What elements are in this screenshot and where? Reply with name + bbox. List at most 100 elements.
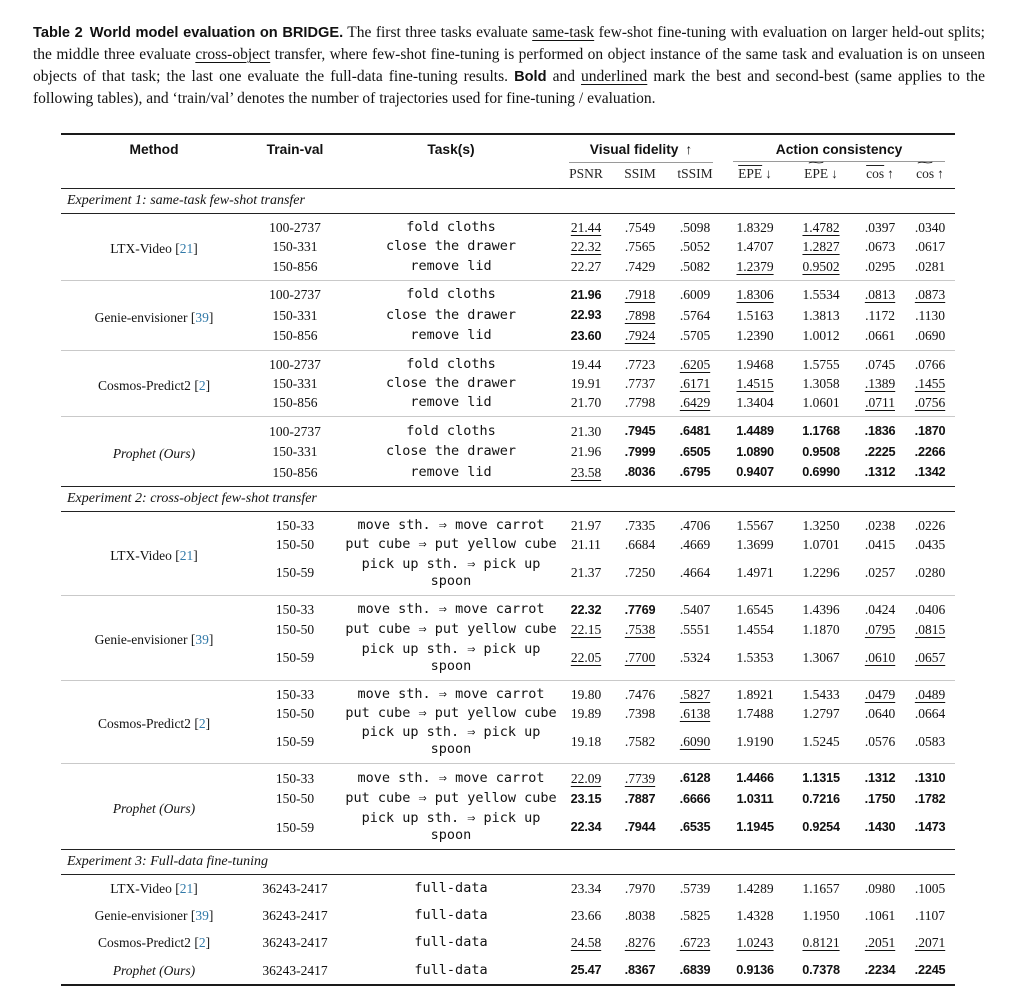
metric-value: .5082 <box>679 258 711 274</box>
cell-cos-tilde: .0226 <box>905 512 955 536</box>
up-arrow-icon: ↑ <box>887 166 894 181</box>
metric-value: 1.1768 <box>802 424 840 439</box>
citation-link[interactable]: 2 <box>198 935 206 950</box>
cell-tssim: .6429 <box>667 393 723 417</box>
cell-tssim: .5324 <box>667 639 723 680</box>
cell-tssim: .6128 <box>667 763 724 789</box>
metric-value: .6666 <box>679 791 711 806</box>
method-name: Cosmos-Predict2 <box>97 935 191 950</box>
metric-value: 23.15 <box>570 791 602 806</box>
metric-value: .1430 <box>864 820 896 834</box>
citation-link[interactable]: 2 <box>198 716 206 732</box>
citation-link[interactable]: 2 <box>198 377 206 393</box>
cell-epe-tilde: 1.5755 <box>787 349 856 374</box>
metric-value: .0340 <box>914 220 946 235</box>
metric-value: .2245 <box>914 963 946 977</box>
citation-link[interactable]: 21 <box>179 241 194 257</box>
metric-value: .6090 <box>679 733 711 749</box>
citation-link[interactable]: 21 <box>179 881 194 896</box>
cell-ssim: .7565 <box>613 237 667 256</box>
cell-cos-tilde: .2071 <box>905 929 955 956</box>
cell-psnr: 19.80 <box>559 679 613 704</box>
citation-link[interactable]: 39 <box>195 908 209 923</box>
metric-header-epe-tilde: ∼ EPE ↓ <box>787 157 856 189</box>
cell-psnr: 21.30 <box>559 416 613 442</box>
metric-label: cos <box>866 166 885 181</box>
section-heading: Experiment 3: Full-data fine-tuning <box>61 849 956 875</box>
metric-value: 1.7488 <box>736 705 774 721</box>
metric-value: .6839 <box>679 963 711 977</box>
table-row: Genie-envisioner [39] 36243-2417 full-data… <box>61 902 955 929</box>
cell-psnr: 21.70 <box>559 393 613 417</box>
cell-tssim: .5082 <box>667 257 723 281</box>
method-name: LTX-Video <box>110 547 172 563</box>
cell-ssim: .7945 <box>613 416 667 442</box>
table-row: 150-856 remove lid 23.58 .8036 .6795 0.9407 0.… <box>61 462 955 487</box>
metric-value: 24.58 <box>570 935 602 950</box>
section-heading-row: Experiment 2: cross-object few-shot tran… <box>61 486 956 512</box>
cell-trainval: 150-50 <box>275 791 315 807</box>
cell-ssim: .8038 <box>613 902 667 929</box>
cell-ssim: .7769 <box>613 594 667 620</box>
cell-method: Cosmos-Predict2 [2] <box>61 679 247 764</box>
caption-segment: transfer, where few-shot fine-tuning is … <box>33 45 985 85</box>
metric-value: .4706 <box>679 518 711 533</box>
method-group: Genie-envisioner [39] 36243-2417 full-data… <box>61 902 955 929</box>
citation-link[interactable]: 21 <box>179 547 194 563</box>
cell-epe-tilde: 1.3067 <box>787 639 855 680</box>
section-heading-row: Experiment 1: same-task few-shot transfe… <box>61 188 956 214</box>
cell-psnr: 24.58 <box>559 929 613 956</box>
metric-value: .0673 <box>864 239 896 255</box>
citation-link[interactable]: 39 <box>195 309 209 325</box>
cell-psnr: 22.93 <box>559 305 613 325</box>
citation-link[interactable]: 39 <box>195 632 209 648</box>
metric-value: .6009 <box>679 287 711 303</box>
table-row: Prophet (Ours) 150-33 move sth. ⇒ move car… <box>61 763 956 850</box>
cell-epe-mean: 1.4289 <box>723 875 787 903</box>
up-arrow-icon: ↑ <box>937 166 944 181</box>
method-group: Prophet (Ours) 36243-2417 full-data 25.47 .8… <box>61 956 955 985</box>
metric-value: .7723 <box>624 356 656 372</box>
metric-value: .5827 <box>679 686 711 702</box>
metric-value: 21.11 <box>571 537 601 553</box>
cell-cos-tilde: .0406 <box>905 594 956 620</box>
cell-trainval: 150-59 <box>275 650 315 665</box>
method-group: LTX-Video [21] 36243-2417 full-data 23.34 .7… <box>61 875 955 903</box>
metric-value: 21.44 <box>570 220 602 235</box>
metric-value: 1.1945 <box>736 820 774 834</box>
cell-trainval: 150-856 <box>272 258 318 274</box>
table-row: LTX-Video [21] 150-33 move sth. ⇒ move car… <box>61 512 955 563</box>
caption-segment: and <box>546 67 581 85</box>
cell-cos-mean: .0295 <box>855 257 905 281</box>
metric-value: .1870 <box>914 424 946 439</box>
cell-task: remove lid <box>410 463 492 480</box>
table-row: 150-331 close the drawer 21.96 .7999 .6505 1.… <box>61 441 955 461</box>
metric-value: .6723 <box>679 935 711 950</box>
cell-task: close the drawer <box>385 443 517 460</box>
cell-ssim: .7944 <box>613 809 667 850</box>
metric-value: 19.80 <box>570 686 602 702</box>
up-arrow-icon: ↑ <box>685 142 693 157</box>
metric-value: .0424 <box>864 602 896 618</box>
cell-epe-mean: 1.4489 <box>723 416 788 442</box>
cell-epe-mean: 1.5567 <box>723 512 787 536</box>
cell-cos-tilde: .1130 <box>905 305 955 325</box>
method-name: Genie-envisioner <box>94 632 188 648</box>
cell-tssim: .5827 <box>667 679 724 704</box>
metric-value: 1.4396 <box>802 602 840 618</box>
metric-value: .4664 <box>679 565 711 581</box>
cell-cos-mean: .0795 <box>855 620 905 639</box>
cell-cos-mean: .1061 <box>855 902 905 929</box>
metric-value: .1782 <box>914 791 946 806</box>
cell-task: move sth. ⇒ move carrot <box>343 763 559 789</box>
cell-epe-mean: 1.4515 <box>723 374 787 393</box>
cell-cos-tilde: .0815 <box>905 620 955 639</box>
metric-value: 0.8121 <box>802 935 840 950</box>
metric-header-cos-mean: cos ↑ <box>855 163 906 189</box>
cell-epe-tilde: 0.8121 <box>787 929 855 956</box>
cell-tssim: .6535 <box>667 809 723 850</box>
table-row: 150-59 pick up sth. ⇒ pick up spoon 19.18.… <box>61 723 955 764</box>
metric-label: PSNR <box>569 166 603 181</box>
cell-ssim: .6684 <box>613 535 667 554</box>
cell-psnr: 22.05 <box>559 639 613 680</box>
